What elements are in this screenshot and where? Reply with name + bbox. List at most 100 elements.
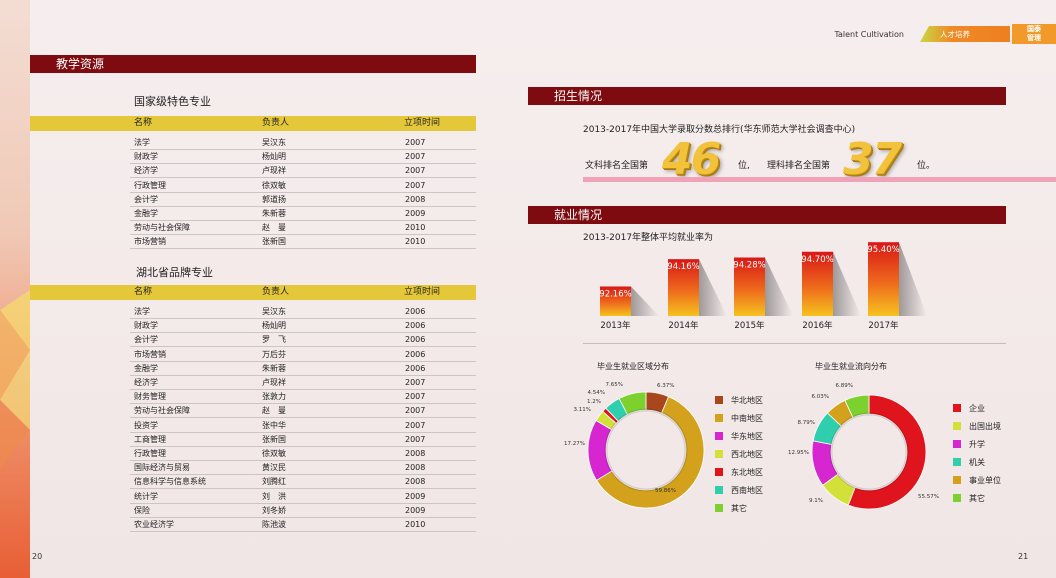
table2-cell-year: 2008 — [405, 449, 426, 458]
table2-cell-owner: 万后芬 — [262, 349, 286, 359]
table2-cell-owner: 张中华 — [262, 420, 286, 430]
table2-row: 经济学 卢现祥 2007 — [130, 376, 476, 390]
science-rank-number: 37 — [843, 134, 902, 185]
science-rank-suffix: 位。 — [917, 161, 936, 171]
legend-swatch — [715, 432, 723, 440]
table2-cell-year: 2010 — [405, 520, 426, 529]
donut-hole-shadow — [604, 408, 688, 492]
left-page-number: 20 — [32, 552, 43, 561]
table2-cell-year: 2007 — [405, 378, 426, 387]
slice-label: 17.27% — [564, 441, 585, 447]
legend-label: 企业 — [969, 403, 985, 413]
chart-divider — [583, 343, 1006, 344]
table2-cell-name: 信息科学与信息系统 — [134, 477, 206, 487]
employment-title: 就业情况 — [554, 208, 603, 222]
talent-cn-label: 人才培养 — [940, 30, 970, 39]
table2-cell-year: 2006 — [405, 335, 426, 345]
table2-cell-year: 2007 — [405, 406, 426, 416]
teaching-resources-title: 教学资源 — [56, 57, 105, 71]
table2-cell-year: 2007 — [405, 434, 426, 444]
table2-row: 国际经济与贸易 黄汉民 2008 — [130, 461, 476, 476]
donut-title: 毕业生就业区域分布 — [597, 361, 669, 371]
table2-cell-name: 投资学 — [134, 420, 158, 430]
employment-bar: 就业情况 — [528, 206, 1006, 224]
table1-cell-owner: 徐双敏 — [262, 180, 286, 190]
table1-col-name: 名称 — [134, 118, 153, 128]
table2-cell-year: 2008 — [405, 463, 426, 473]
table2-row: 劳动与社会保障 赵 曼 2007 — [130, 404, 476, 419]
slice-label: 9.1% — [809, 498, 823, 504]
table1-title: 国家级特色专业 — [134, 95, 211, 108]
bar-shadow — [765, 257, 793, 316]
slice-中南地区 — [596, 396, 705, 509]
table2-cell-owner: 徐双敏 — [262, 449, 286, 458]
table2-cell-owner: 刘腾红 — [262, 477, 286, 487]
table1-cell-owner: 张新国 — [262, 237, 286, 247]
table1-cell-name: 经济学 — [134, 166, 158, 176]
table1-cell-name: 劳动与社会保障 — [134, 223, 190, 233]
slice-label: 59.86% — [655, 488, 676, 494]
employment-rate-chart: 92.16% 2013年 94.16% 2014年 94.28% 2015年 94.70% 2… — [599, 242, 927, 331]
table2-cell-name: 行政管理 — [134, 449, 166, 458]
table2-cell-owner: 杨灿明 — [262, 321, 286, 331]
right-page-number: 21 — [1018, 552, 1029, 561]
bar-shadow — [899, 242, 927, 316]
table2-row: 行政管理 徐双敏 2008 — [130, 447, 476, 461]
table2-cell-name: 劳动与社会保障 — [134, 406, 190, 416]
table2-cell-owner: 张敦力 — [262, 392, 286, 402]
table1-cell-owner: 赵 曼 — [262, 223, 286, 233]
table2-cell-name: 国际经济与贸易 — [134, 463, 190, 473]
table1-cell-year: 2007 — [405, 180, 426, 190]
bar-shadow — [833, 251, 861, 316]
bar-data-label: 92.16% — [599, 289, 631, 299]
table2-cell-owner: 卢现祥 — [262, 378, 286, 387]
legend-label: 出国出境 — [969, 421, 1001, 431]
table2-row: 统计学 刘 洪 2009 — [130, 490, 476, 504]
table2-cell-owner: 刘 洪 — [262, 491, 286, 501]
table1-cell-owner: 杨灿明 — [262, 152, 286, 162]
region-distribution-chart: 毕业生就业区域分布 6.37% 59.86% 17.27% 3.11% 1.2% 4.54%… — [564, 361, 763, 513]
polygon-decor — [0, 290, 30, 470]
donut-hole-shadow — [829, 412, 909, 492]
table2-cell-owner: 黄汉民 — [262, 463, 286, 473]
table2-row: 会计学 罗 飞 2006 — [130, 333, 476, 348]
table1-cell-year: 2007 — [405, 138, 426, 147]
legend-swatch — [953, 458, 961, 466]
table2-cell-name: 财政学 — [134, 321, 158, 331]
talent-cultivation-label: Talent Cultivation — [834, 30, 904, 39]
legend-swatch — [715, 450, 723, 458]
slice-label: 8.79% — [798, 420, 815, 426]
bar-data-label: 95.40% — [867, 245, 899, 255]
table2-cell-year: 2007 — [405, 392, 426, 402]
table1-col-year: 立项时间 — [404, 118, 441, 128]
legend-label: 中南地区 — [731, 413, 763, 423]
table2-cell-year: 2009 — [405, 491, 426, 501]
slice-label: 55.57% — [918, 494, 939, 500]
table1-cell-year: 2007 — [405, 166, 426, 176]
teaching-resources-bar: 教学资源 — [30, 55, 476, 73]
table2-row: 农业经济学 陈池波 2010 — [130, 518, 476, 532]
table2-cell-owner: 陈池波 — [262, 520, 286, 529]
legend-label: 华北地区 — [731, 395, 763, 405]
table1-col-owner: 负责人 — [262, 118, 290, 128]
table2-cell-name: 市场营销 — [134, 349, 166, 359]
table2-cell-owner: 罗 飞 — [262, 335, 286, 345]
table2-cell-name: 金融学 — [134, 363, 158, 373]
table2-row: 市场营销 万后芬 2006 — [130, 348, 476, 362]
table2-cell-name: 法学 — [134, 307, 150, 316]
table2-cell-name: 统计学 — [134, 491, 158, 501]
table2-header: 名称 负责人 立项时间 — [30, 285, 476, 300]
slice-企业 — [847, 394, 927, 510]
table1-row: 财政学 杨灿明 2007 — [130, 150, 476, 165]
legend-label: 其它 — [969, 493, 985, 503]
table1-cell-name: 财政学 — [134, 152, 158, 162]
enrollment-bar: 招生情况 — [528, 87, 1006, 105]
left-decor-strip — [0, 0, 30, 578]
enrollment-subtitle: 2013-2017年中国大学录取分数总排行(华东师范大学社会调查中心) — [583, 125, 856, 135]
table1-row: 劳动与社会保障 赵 曼 2010 — [130, 221, 476, 236]
bar-tick-label: 2013年 — [600, 320, 631, 331]
table2-cell-owner: 张新国 — [262, 434, 286, 444]
legend-swatch — [715, 414, 723, 422]
table2-cell-year: 2006 — [405, 307, 426, 316]
table1-cell-name: 市场营销 — [134, 237, 166, 247]
